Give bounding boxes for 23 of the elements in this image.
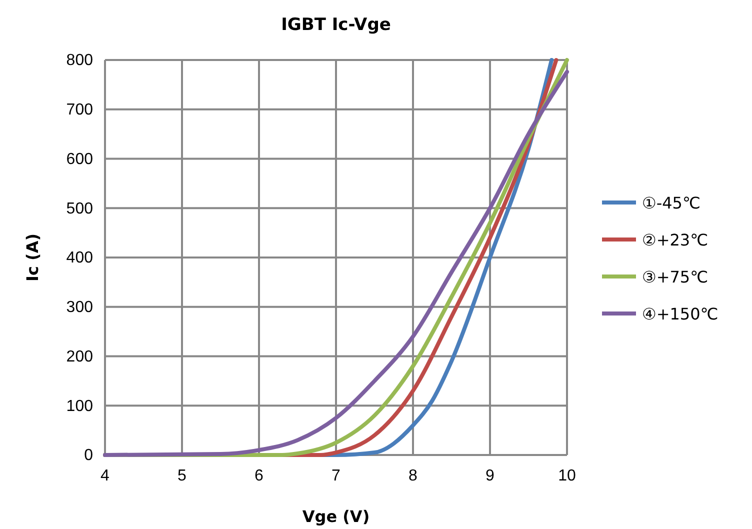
x-tick-label: 10	[558, 467, 576, 484]
x-tick-label: 7	[332, 467, 341, 484]
y-tick-label: 400	[66, 250, 94, 267]
legend-label: ①-45℃	[642, 194, 700, 212]
x-tick-label: 4	[100, 467, 110, 484]
legend-label: ②+23℃	[642, 230, 708, 250]
y-tick-label: 100	[66, 398, 94, 415]
chart-title: IGBT Ic-Vge	[281, 15, 391, 35]
x-tick-label: 5	[178, 467, 187, 484]
y-tick-label: 300	[66, 298, 94, 316]
x-tick-label: 9	[486, 467, 495, 484]
y-tick-label: 200	[66, 348, 94, 366]
x-axis-title: Vge (V)	[302, 507, 370, 526]
y-axis-title: Ic (A)	[23, 233, 42, 282]
y-tick-label: 600	[66, 150, 94, 168]
legend-label: ④+150℃	[642, 304, 718, 324]
x-tick-label: 6	[254, 467, 264, 484]
legend-label: ③+75℃	[642, 268, 708, 286]
x-tick-label: 8	[408, 467, 418, 484]
y-tick-label: 0	[84, 447, 94, 464]
y-tick-label: 800	[66, 52, 94, 70]
y-tick-label: 500	[66, 200, 94, 218]
y-tick-label: 700	[66, 101, 94, 118]
